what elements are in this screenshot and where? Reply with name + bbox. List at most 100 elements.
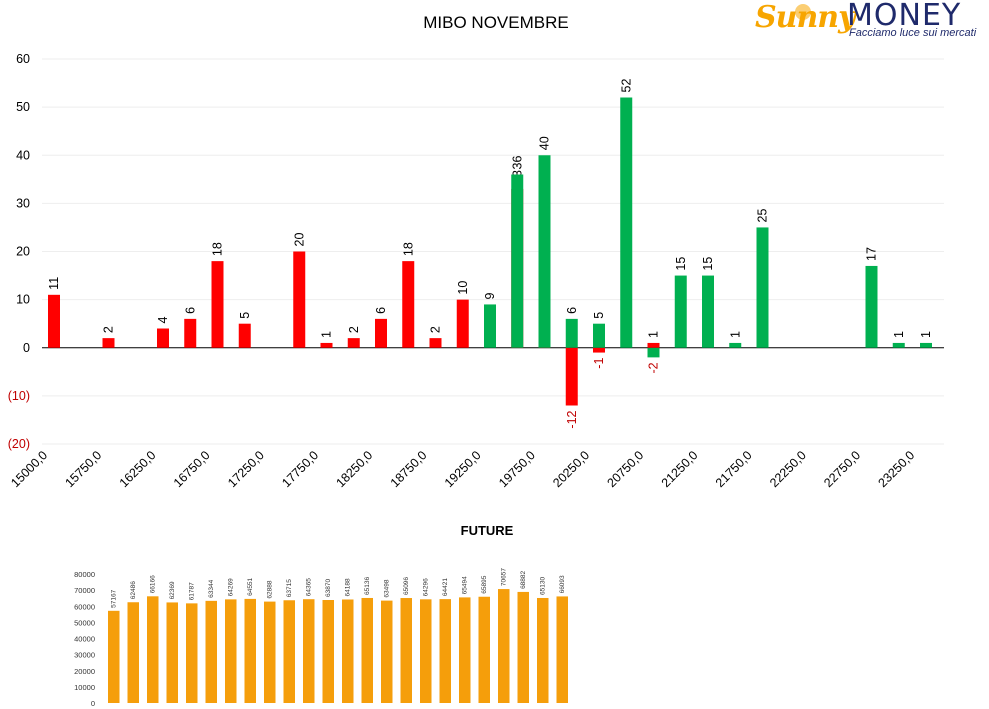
logo-sunny-text: Sunny [755, 0, 856, 35]
data-label: 9 [483, 292, 497, 299]
y-tick-label: (20) [8, 437, 30, 451]
data-label: 6 [565, 307, 579, 314]
x-tick-label: 18750,0 [388, 448, 430, 490]
future-y-tick-label: 80000 [74, 570, 95, 579]
green-bar [511, 174, 524, 348]
y-tick-label: 20 [16, 245, 30, 259]
future-bar [205, 600, 217, 703]
green-bar [920, 342, 932, 348]
red-bar [456, 299, 469, 348]
future-y-tick-label: 40000 [74, 635, 95, 644]
mibo-options-chart: MIBO NOVEMBRE6050403020100(10)(20)112461… [8, 13, 944, 490]
future-data-label: 57167 [111, 589, 118, 607]
future-data-label: 64188 [345, 578, 352, 596]
future-chart: FUTURE 80000 70000 60000 50000 40000 30000 2000… [74, 523, 568, 708]
future-bar [127, 602, 139, 703]
data-label: 5 [592, 312, 606, 319]
data-label: 25 [756, 208, 770, 222]
future-data-label: 61787 [189, 582, 196, 600]
future-data-label: 63715 [286, 579, 293, 597]
data-label: 52 [619, 79, 633, 93]
sun-icon [795, 4, 811, 20]
red-bar [157, 328, 169, 348]
x-tick-label: 18250,0 [333, 448, 375, 490]
data-label: 1 [919, 331, 933, 338]
data-label: 15 [674, 257, 688, 271]
future-data-label: 64365 [306, 578, 313, 596]
x-tick-label: 19750,0 [496, 448, 538, 490]
red-bar [211, 261, 224, 348]
x-tick-label: 15000,0 [8, 448, 50, 490]
green-bar [565, 318, 578, 348]
future-y-tick-label: 30000 [74, 651, 95, 660]
future-bar [498, 589, 510, 703]
future-data-label: 65096 [403, 577, 410, 595]
future-bar [322, 600, 334, 703]
future-data-label: 64296 [423, 578, 430, 596]
data-label: 1 [320, 331, 334, 338]
future-data-label: 68882 [520, 570, 527, 588]
future-data-label: 63498 [384, 579, 391, 597]
y-tick-label: 30 [16, 196, 30, 210]
green-bar [647, 347, 660, 358]
data-label: 11 [47, 277, 61, 290]
future-bar [400, 598, 412, 703]
red-bar [184, 318, 197, 348]
chart-title: MIBO NOVEMBRE [423, 13, 568, 32]
future-bar [147, 596, 159, 703]
x-tick-label: 23250,0 [875, 448, 917, 490]
data-label: 15 [701, 257, 715, 271]
future-bar [381, 600, 393, 703]
future-bar [166, 602, 178, 703]
x-tick-label: 19250,0 [442, 448, 484, 490]
future-data-label: 63870 [325, 579, 332, 597]
logo-tagline: Facciamo luce sui mercati [849, 27, 977, 39]
red-bar [375, 318, 387, 348]
data-label: 1 [647, 331, 661, 338]
future-data-label: 66093 [559, 575, 566, 593]
future-bar [108, 610, 120, 703]
future-data-label: 64269 [228, 578, 235, 596]
data-label: 6 [183, 307, 197, 314]
red-bar [565, 347, 578, 406]
data-label: -1 [592, 358, 606, 369]
y-tick-label: 40 [16, 148, 30, 162]
future-y-tick-label: 70000 [74, 586, 95, 595]
future-data-label: 70657 [501, 568, 508, 586]
data-label: 2 [429, 326, 443, 333]
future-bar [556, 596, 568, 703]
green-bar [484, 304, 496, 348]
data-label: 4 [156, 317, 170, 324]
future-bar [420, 599, 432, 703]
future-data-label: 65494 [462, 576, 469, 594]
future-y-tick-label: 50000 [74, 618, 95, 627]
x-tick-label: 21750,0 [713, 448, 755, 490]
red-bar [293, 251, 306, 348]
future-data-label: 64551 [247, 577, 254, 595]
data-label: 18 [211, 242, 225, 256]
future-title: FUTURE [461, 523, 514, 538]
data-label: 2 [102, 326, 116, 333]
future-data-label: 62486 [130, 581, 137, 599]
red-bar [102, 338, 115, 348]
future-data-label: 64421 [442, 578, 449, 596]
future-y-tick-label: 20000 [74, 667, 95, 676]
future-bar [537, 597, 549, 703]
y-tick-label: 0 [23, 341, 30, 355]
future-data-label: 65130 [540, 577, 547, 595]
green-bar [593, 323, 605, 348]
sunny-money-logo: Sunny MONEY Facciamo luce sui mercati [755, 0, 985, 44]
data-label: 18 [401, 242, 415, 256]
data-label: 6 [374, 307, 388, 314]
future-bar [283, 600, 295, 703]
data-label: 1 [728, 331, 742, 338]
future-bar [361, 597, 373, 703]
data-label: 1 [892, 331, 906, 338]
green-bar [729, 342, 742, 348]
future-bar [459, 597, 471, 703]
future-y-tick-label: 60000 [74, 602, 95, 611]
future-data-label: 66166 [150, 575, 157, 593]
data-label: 40 [538, 136, 552, 150]
x-tick-label: 17250,0 [225, 448, 267, 490]
red-bar [48, 294, 60, 348]
